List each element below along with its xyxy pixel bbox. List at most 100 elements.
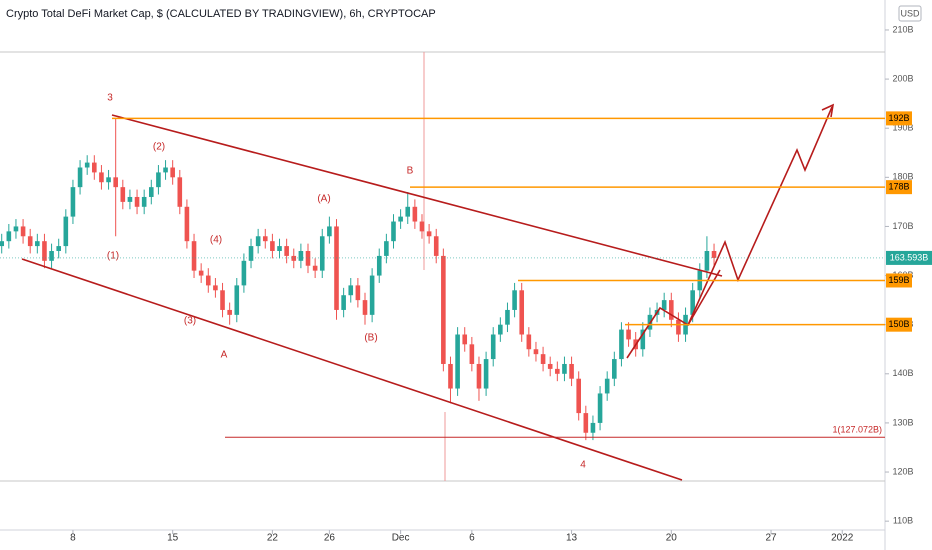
candle-body <box>626 329 631 340</box>
candle-body <box>348 285 354 296</box>
candle-body <box>156 172 161 188</box>
x-tick-label: 26 <box>324 533 336 544</box>
candle-body <box>312 265 318 271</box>
candle-body <box>106 177 111 183</box>
candle-body <box>234 285 240 315</box>
candle-body <box>120 187 126 202</box>
trend-line <box>111 114 723 277</box>
candle-body <box>127 196 133 202</box>
wave-label: 3 <box>107 93 113 104</box>
candle-body <box>512 290 517 310</box>
level-label: 150B <box>888 319 909 329</box>
candle-body <box>498 324 503 335</box>
last-price-label: 163.593B <box>890 252 929 262</box>
candle-body <box>270 241 275 252</box>
currency-box <box>898 5 922 22</box>
x-tick-label: 2022 <box>831 533 854 544</box>
candle-body <box>198 270 204 276</box>
candle-body <box>433 236 439 256</box>
candle-body <box>341 295 346 310</box>
wave-label: (2) <box>153 142 165 153</box>
candle-body <box>391 221 396 242</box>
candle-body <box>562 363 567 374</box>
candle-body <box>483 359 489 389</box>
candle-body <box>711 251 717 258</box>
candle-body <box>277 246 282 252</box>
candle-body <box>505 309 510 325</box>
candle-body <box>448 363 453 389</box>
chart-title: Crypto Total DeFi Market Cap, $ (CALCULA… <box>6 8 436 20</box>
candle-body <box>547 363 553 369</box>
candle-body <box>661 300 667 310</box>
candle-body <box>419 221 425 232</box>
candle-body <box>63 216 69 247</box>
y-tick-label: 120B <box>892 466 913 476</box>
candle-body <box>220 290 225 310</box>
candle-body <box>597 393 603 423</box>
candle-body <box>319 236 325 271</box>
y-tick-label: 190B <box>892 123 913 133</box>
wave-label: (B) <box>364 333 377 344</box>
candle-body <box>291 255 297 261</box>
candle-body <box>70 187 76 217</box>
x-tick-label: 13 <box>566 533 578 544</box>
candle-body <box>305 251 311 266</box>
candle-body <box>213 285 218 291</box>
wave-label: A <box>221 350 228 361</box>
candle-body <box>369 275 375 315</box>
candle-body <box>526 334 532 350</box>
candle-body <box>462 334 468 345</box>
candle-body <box>469 344 475 364</box>
y-tick-label: 210B <box>892 24 913 34</box>
level-label-box <box>886 273 912 288</box>
candle-body <box>455 334 460 389</box>
candle-body <box>6 231 12 242</box>
candle-body <box>170 167 175 178</box>
candle-body <box>13 226 19 232</box>
wave-label: (4) <box>210 235 222 246</box>
fib-label: 1(127.072B) <box>832 425 882 435</box>
candle-body <box>355 285 361 301</box>
y-tick-label: 110B <box>893 516 913 526</box>
candle-body <box>540 354 546 364</box>
y-tick-label: 180B <box>892 172 913 182</box>
currency-label: USD <box>900 8 920 18</box>
candle-body <box>92 162 97 173</box>
candle-body <box>177 177 183 207</box>
candle-body <box>141 196 147 207</box>
x-tick-label: 27 <box>765 533 777 544</box>
candle-body <box>27 236 33 247</box>
candle-body <box>241 260 247 286</box>
candle-body <box>426 231 432 237</box>
candle-body <box>533 349 539 355</box>
last-price-box <box>886 250 932 265</box>
candle-body <box>583 413 589 433</box>
candle-body <box>191 241 197 271</box>
candle-body <box>334 226 339 310</box>
level-label-box <box>886 317 912 332</box>
candle-body <box>0 241 5 247</box>
candle-body <box>134 196 140 207</box>
y-tick-label: 170B <box>892 221 913 231</box>
candle-body <box>569 363 574 379</box>
wave-label: 4 <box>580 460 586 471</box>
candle-body <box>669 300 674 320</box>
candle-body <box>184 206 190 242</box>
candle-body <box>49 251 54 261</box>
y-tick-label: 130B <box>892 417 913 427</box>
candle-body <box>42 241 47 261</box>
candle-body <box>298 251 304 261</box>
x-tick-label: 20 <box>666 533 678 544</box>
candle-body <box>148 187 154 197</box>
candle-body <box>56 246 61 252</box>
wave-label: (3) <box>184 316 196 327</box>
y-tick-label: 140B <box>892 368 913 378</box>
candle-body <box>113 177 118 188</box>
candle-body <box>519 290 525 335</box>
candle-body <box>84 162 90 168</box>
candle-body <box>412 206 418 222</box>
candle-body <box>640 329 646 350</box>
candle-body <box>398 216 403 222</box>
candle-body <box>376 255 382 276</box>
x-tick-label: 6 <box>469 533 475 544</box>
